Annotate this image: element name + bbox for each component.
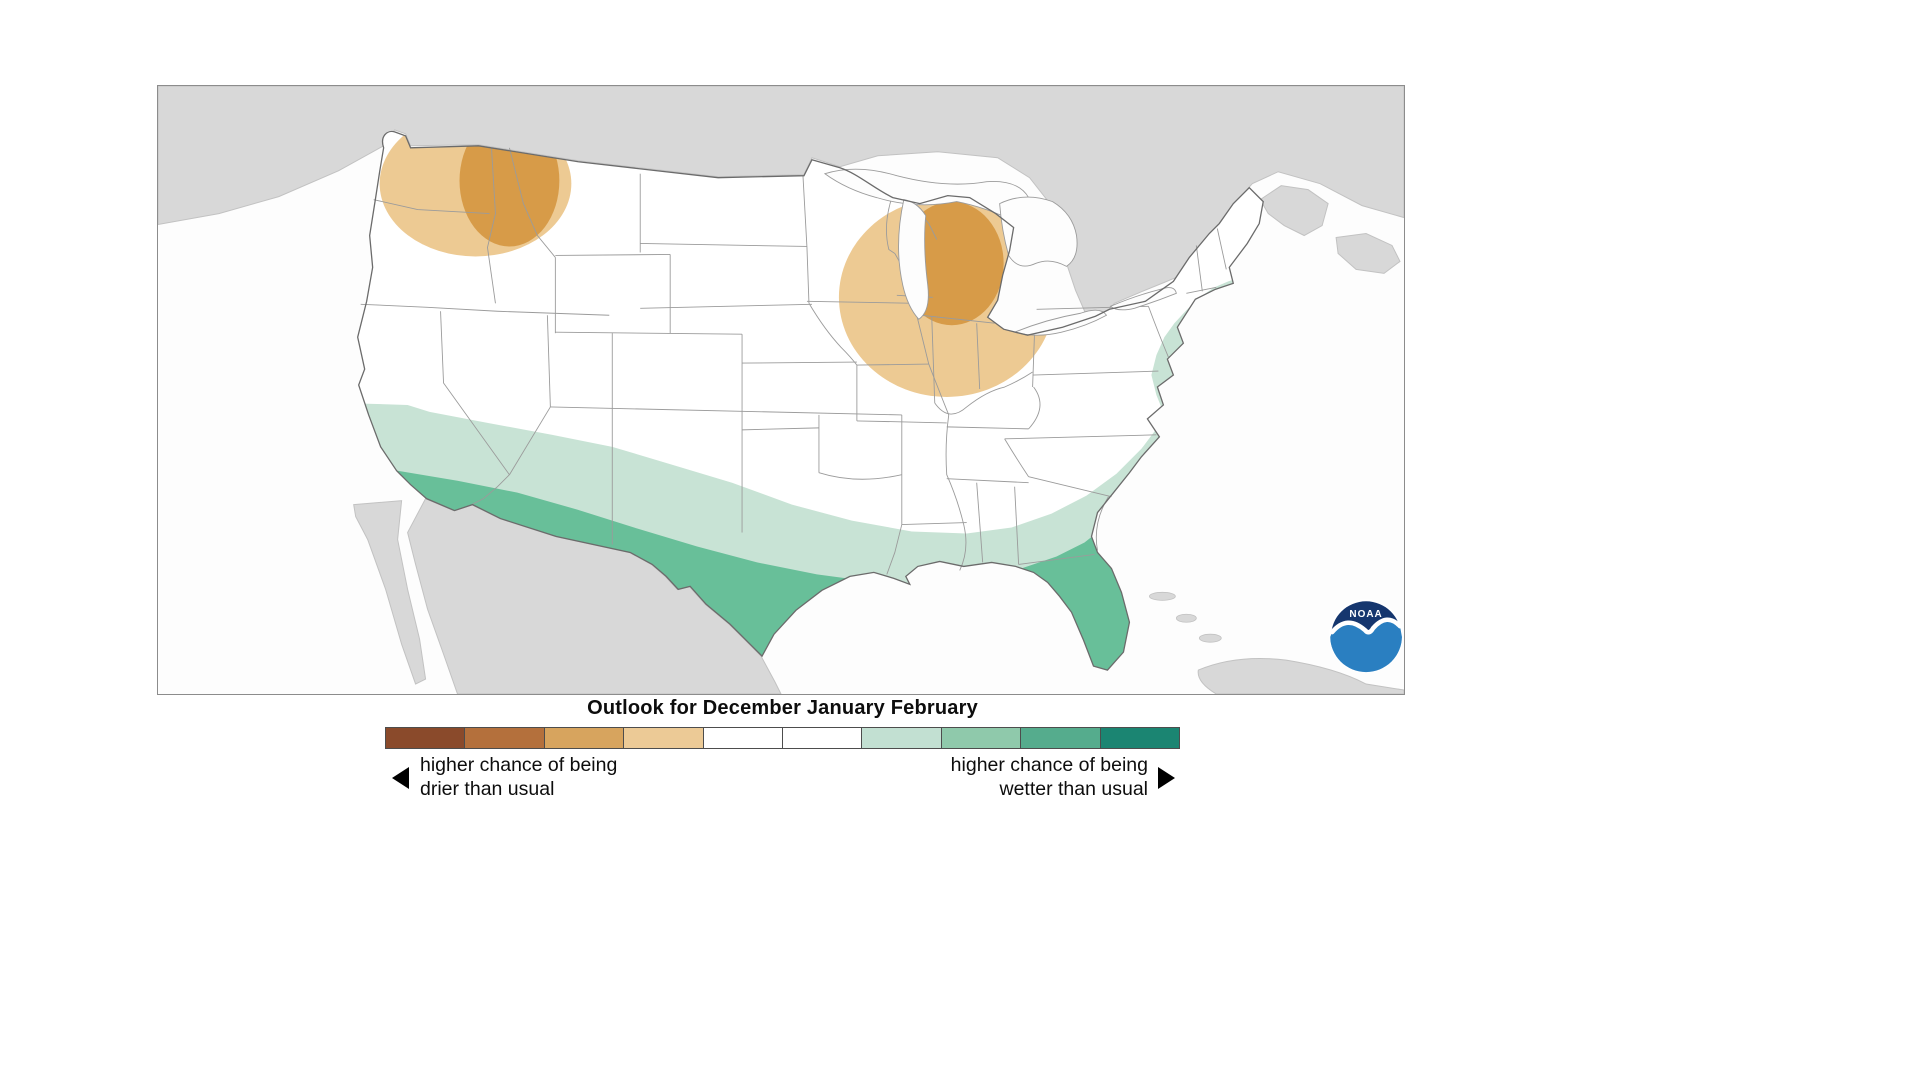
bahamas-islands xyxy=(1149,591,1222,643)
wetter-legend-label: higher chance of being wetter than usual xyxy=(740,753,1148,801)
drier-legend-label: higher chance of being drier than usual xyxy=(420,753,780,801)
great-lakes xyxy=(823,168,1177,336)
noaa-logo-gull-icon xyxy=(1330,617,1403,635)
wetter-direction-arrow-icon xyxy=(1158,767,1175,789)
us-outline xyxy=(357,130,1264,671)
noaa-logo-text: NOAA xyxy=(1349,609,1382,620)
wetter-legend-line1: higher chance of being xyxy=(950,754,1148,776)
state-borders xyxy=(360,147,1227,575)
lake-ontario xyxy=(1109,287,1177,311)
nova-scotia-landmass xyxy=(1335,233,1401,274)
colorbar-segment-2 xyxy=(543,728,624,748)
colorbar xyxy=(385,727,1180,749)
drier-direction-arrow-icon xyxy=(392,767,409,789)
page-title: Outlook for December January February xyxy=(587,697,978,719)
colorbar-segment-1 xyxy=(464,728,544,748)
wetter-legend-line2: wetter than usual xyxy=(999,778,1148,800)
drier-legend-line2: drier than usual xyxy=(420,778,555,800)
colorbar-segment-4 xyxy=(702,728,783,748)
colorbar-segment-7 xyxy=(940,728,1021,748)
colorbar-segment-8 xyxy=(1020,728,1100,748)
noaa-logo-blue-wave xyxy=(1330,619,1403,673)
cuba-landmass xyxy=(1197,657,1404,694)
colorbar-segment-0 xyxy=(386,728,465,748)
us-outlook-map: NOAA xyxy=(157,85,1405,695)
colorbar-segment-3 xyxy=(623,728,703,748)
lake-michigan xyxy=(898,199,929,320)
drier-legend-line1: higher chance of being xyxy=(420,754,618,776)
new-brunswick-landmass xyxy=(1259,185,1329,237)
baja-landmass xyxy=(353,500,427,685)
lake-erie xyxy=(1013,309,1108,336)
map-svg: NOAA xyxy=(158,86,1404,694)
noaa-logo: NOAA xyxy=(1329,599,1404,674)
colorbar-segment-6 xyxy=(861,728,941,748)
colorbar-segment-5 xyxy=(782,728,862,748)
colorbar-segment-9 xyxy=(1099,728,1180,748)
